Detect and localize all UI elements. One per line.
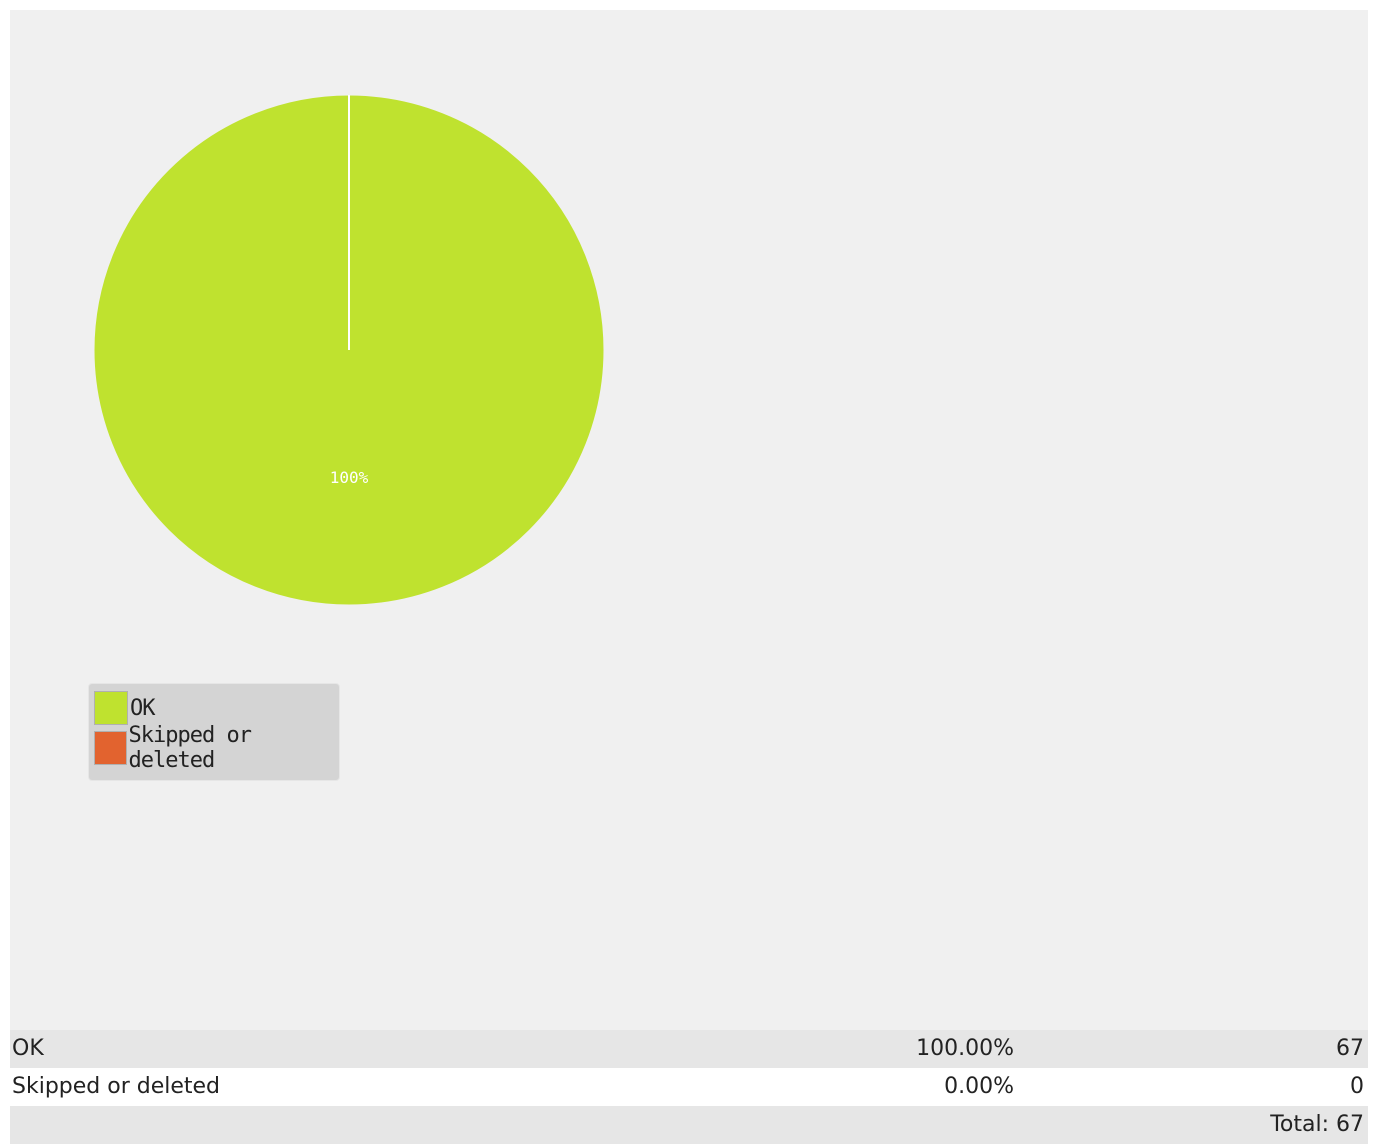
row-label: OK [10, 1030, 674, 1068]
legend-swatch-ok [94, 691, 128, 725]
summary-table: OK 100.00% 67 Skipped or deleted 0.00% 0… [10, 1030, 1368, 1144]
row-count: 0 [1014, 1068, 1368, 1106]
total-count: Total: 67 [1014, 1106, 1368, 1144]
row-percent: 100.00% [674, 1030, 1014, 1068]
legend-swatch-skipped [94, 731, 127, 765]
legend-item-skipped: Skipped or deleted [94, 723, 339, 773]
pie-data-label: 100% [330, 468, 369, 487]
row-percent: 0.00% [674, 1068, 1014, 1106]
row-label: Skipped or deleted [10, 1068, 674, 1106]
chart-area: 100% OK Skipped or deleted [10, 10, 1368, 1030]
table-row: OK 100.00% 67 [10, 1030, 1368, 1068]
chart-legend: OK Skipped or deleted [88, 683, 340, 781]
legend-item-ok: OK [94, 689, 155, 727]
legend-label-ok: OK [130, 695, 155, 721]
table-row: Skipped or deleted 0.00% 0 [10, 1068, 1368, 1106]
pie-chart: 100% [93, 94, 605, 606]
legend-label-skipped: Skipped or deleted [128, 723, 252, 773]
row-count: 67 [1014, 1030, 1368, 1068]
total-row: Total: 67 [10, 1106, 1368, 1144]
